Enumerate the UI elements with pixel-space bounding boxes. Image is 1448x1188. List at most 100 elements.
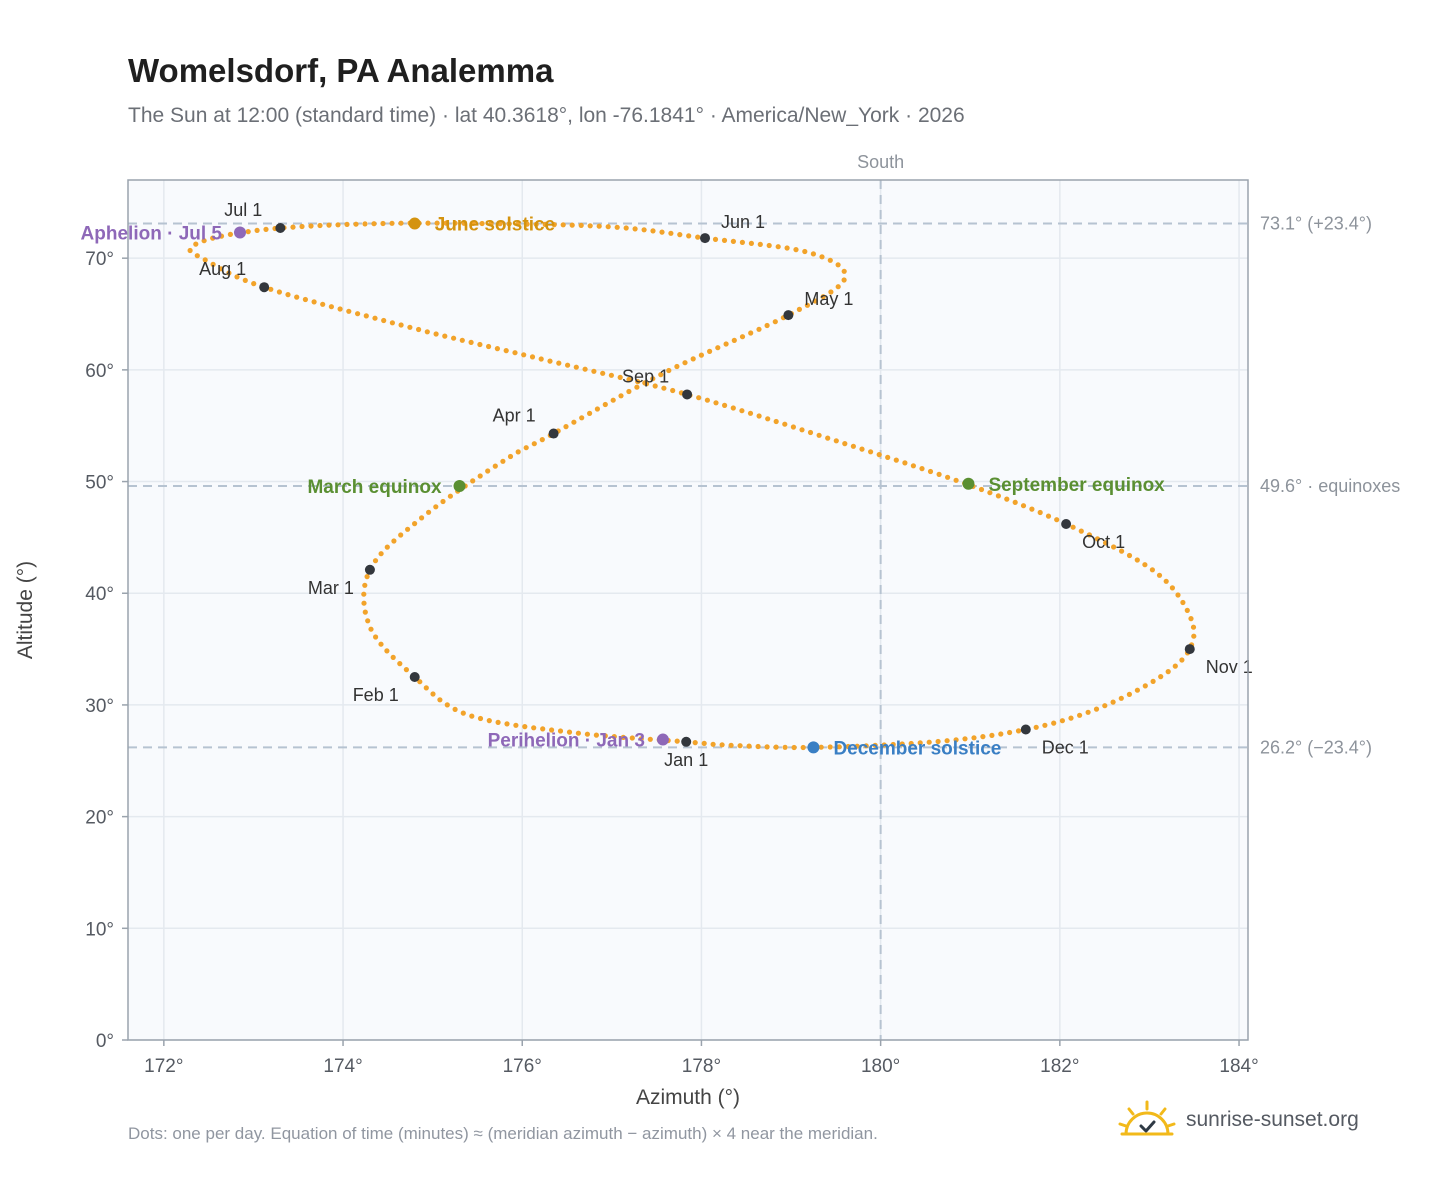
y-tick-label: 30° — [85, 696, 114, 717]
daily-sun-dot — [737, 743, 743, 749]
daily-sun-dot — [807, 429, 814, 436]
daily-sun-dot — [784, 245, 790, 251]
daily-sun-dot — [276, 289, 282, 295]
meridian-label: South — [857, 152, 904, 172]
daily-sun-dot — [423, 685, 429, 691]
daily-sun-dot — [1037, 509, 1043, 516]
daily-sun-dot — [962, 736, 968, 742]
daily-sun-dot — [294, 294, 300, 300]
daily-sun-dot — [1172, 663, 1178, 669]
daily-sun-dot — [1077, 712, 1083, 718]
daily-sun-dot — [311, 299, 317, 305]
daily-sun-dot — [596, 223, 602, 229]
daily-sun-dot — [650, 228, 656, 234]
daily-sun-dot — [290, 224, 296, 230]
daily-sun-dot — [433, 504, 439, 510]
daily-sun-dot — [835, 262, 841, 268]
reference-line-label: 49.6° · equinoxes — [1260, 476, 1400, 496]
brand-name: sunrise-sunset.org — [1186, 1108, 1359, 1131]
daily-sun-dot — [1085, 709, 1091, 715]
month-marker-dot — [783, 310, 794, 321]
daily-sun-dot — [652, 383, 658, 389]
daily-sun-dot — [299, 223, 305, 230]
event-marker-label: Perihelion · Jan 3 — [488, 731, 645, 752]
daily-sun-dot — [731, 337, 737, 343]
daily-sun-dot — [764, 322, 770, 329]
daily-sun-dot — [782, 744, 788, 750]
daily-sun-dot — [486, 718, 492, 724]
daily-sun-dot — [712, 236, 719, 242]
daily-sun-dot — [995, 493, 1002, 499]
page-subtitle: The Sun at 12:00 (standard time) · lat 4… — [128, 104, 965, 127]
daily-sun-dot — [845, 743, 851, 750]
daily-sun-dot — [1068, 715, 1074, 721]
daily-sun-dot — [766, 242, 772, 249]
daily-sun-dot — [412, 521, 418, 527]
daily-sun-dot — [978, 486, 985, 493]
daily-sun-dot — [666, 367, 672, 374]
daily-sun-dot — [757, 241, 763, 247]
daily-sun-dot — [658, 372, 664, 378]
month-marker-dot — [1020, 724, 1031, 735]
reference-line-label: 73.1° (+23.4°) — [1260, 214, 1372, 234]
daily-sun-dot — [647, 736, 653, 742]
month-marker-dot — [681, 736, 692, 747]
daily-sun-dot — [772, 319, 778, 325]
daily-sun-dot — [1045, 513, 1052, 519]
month-marker-label: Nov 1 — [1206, 657, 1253, 677]
daily-sun-dot — [344, 221, 350, 227]
daily-sun-dot — [617, 374, 623, 380]
daily-sun-dot — [254, 227, 260, 233]
daily-sun-dot — [591, 368, 597, 374]
daily-sun-dot — [371, 221, 377, 227]
daily-sun-dot — [1004, 496, 1010, 502]
event-marker-label: Aphelion · Jul 5 — [81, 223, 223, 244]
month-marker-dot — [548, 428, 559, 439]
daily-sun-dot — [796, 306, 803, 312]
daily-sun-dot — [971, 735, 977, 741]
daily-sun-dot — [756, 413, 762, 419]
daily-sun-dot — [579, 415, 585, 421]
brand-logo[interactable]: sunrise-sunset.org — [1118, 1100, 1359, 1140]
daily-sun-dot — [442, 333, 448, 339]
event-marker-label: June solstice — [435, 215, 555, 236]
daily-sun-dot — [565, 362, 571, 368]
daily-sun-dot — [485, 468, 491, 474]
daily-sun-dot — [507, 453, 514, 460]
daily-sun-dot — [818, 744, 824, 750]
month-marker-label: Aug 1 — [199, 259, 246, 279]
daily-sun-dot — [566, 729, 573, 735]
daily-sun-dot — [365, 618, 371, 624]
daily-sun-dot — [605, 224, 611, 230]
daily-sun-dot — [523, 445, 529, 451]
daily-sun-dot — [1111, 544, 1117, 550]
daily-sun-dot — [444, 702, 450, 708]
daily-sun-dot — [355, 311, 361, 317]
daily-sun-dot — [1059, 718, 1065, 724]
daily-sun-dot — [210, 235, 216, 241]
daily-sun-dot — [881, 742, 887, 748]
daily-sun-dot — [1033, 724, 1039, 730]
daily-sun-dot — [384, 544, 390, 550]
daily-sun-dot — [503, 348, 509, 354]
daily-sun-dot — [739, 239, 746, 245]
daily-sun-dot — [389, 320, 395, 326]
daily-sun-dot — [533, 221, 539, 227]
daily-sun-dot — [936, 471, 942, 477]
daily-sun-dot — [584, 731, 591, 737]
daily-sun-dot — [1118, 695, 1124, 701]
daily-sun-dot — [378, 641, 384, 647]
daily-sun-dot — [885, 454, 891, 460]
daily-sun-dot — [437, 697, 443, 703]
daily-sun-dot — [268, 286, 274, 292]
daily-sun-dot — [748, 240, 755, 246]
month-marker-label: Mar 1 — [308, 578, 354, 598]
daily-sun-dot — [210, 261, 216, 267]
daily-sun-dot — [1149, 567, 1155, 573]
daily-sun-dot — [380, 220, 386, 227]
daily-sun-dot — [531, 441, 537, 447]
daily-sun-dot — [187, 247, 193, 254]
daily-sun-dot — [626, 376, 632, 383]
daily-sun-dot — [426, 509, 432, 515]
daily-sun-dot — [512, 350, 518, 356]
